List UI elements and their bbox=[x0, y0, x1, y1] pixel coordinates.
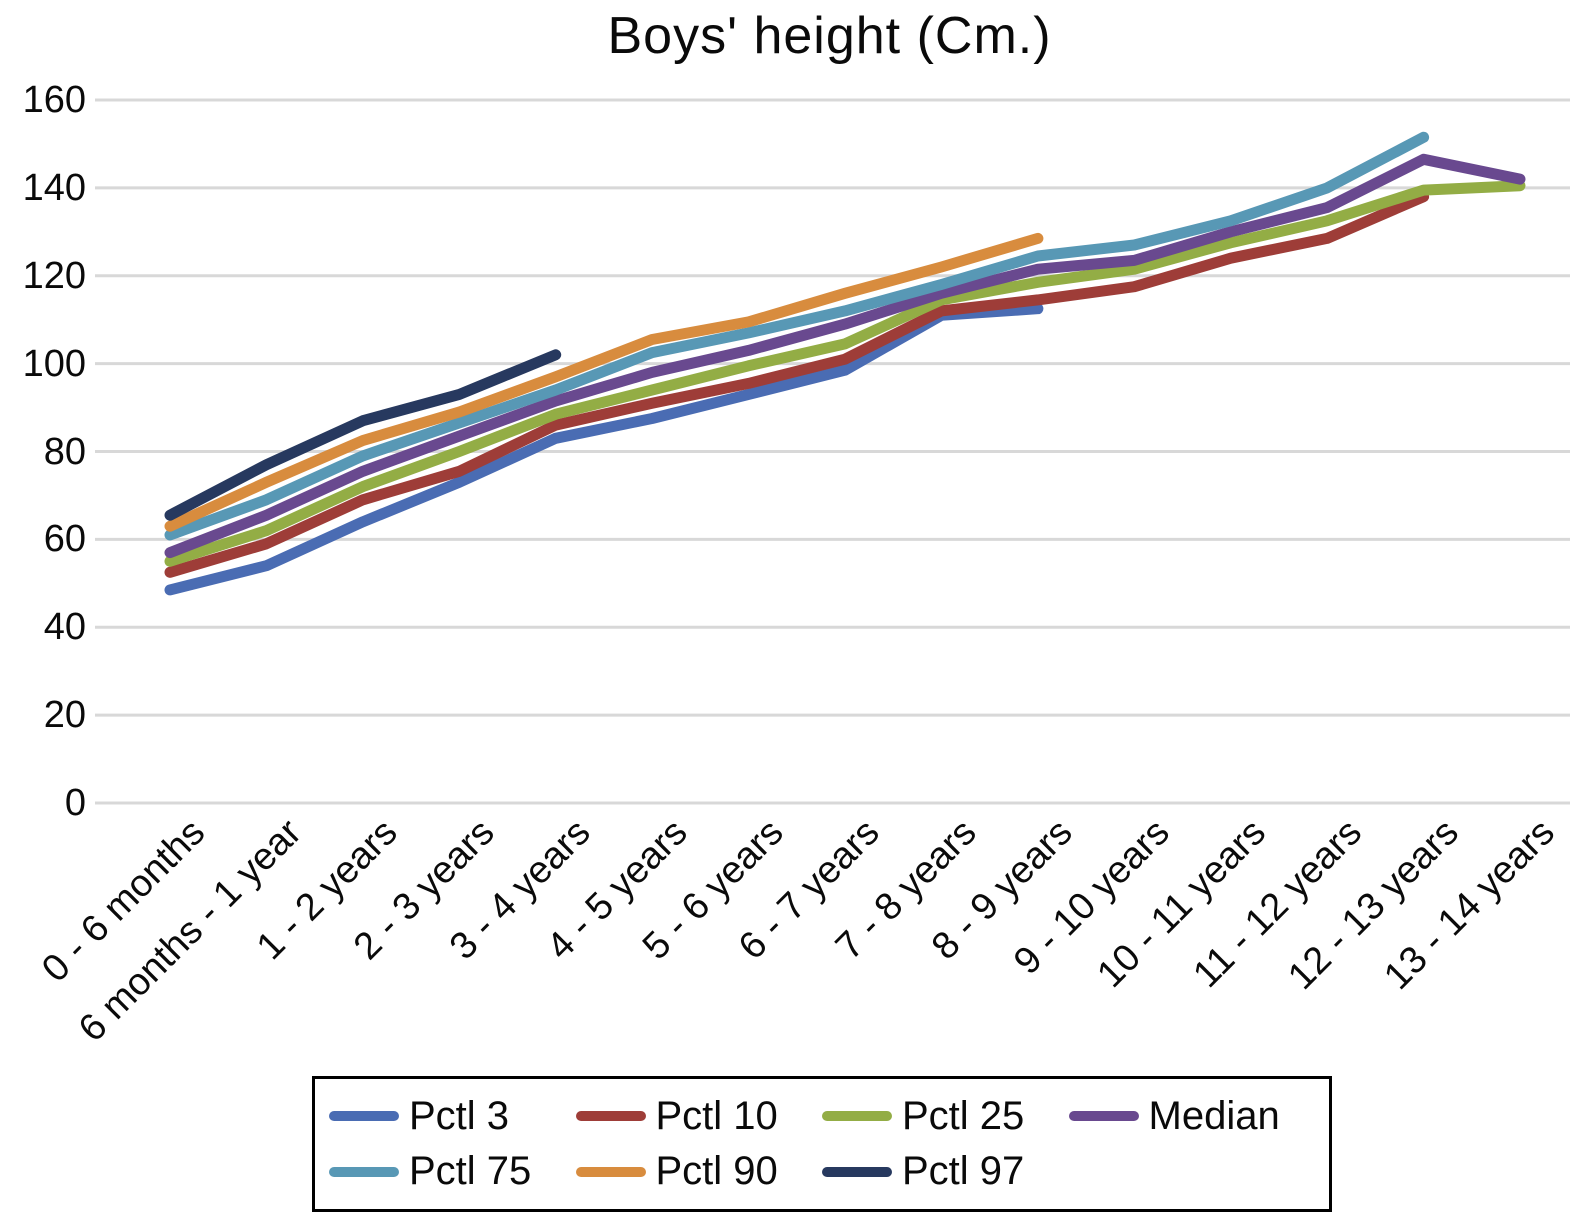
chart-title: Boys' height (Cm.) bbox=[607, 7, 1052, 65]
series-line-pctl-25 bbox=[164, 180, 1526, 567]
legend-item-pctl-75: Pctl 75 bbox=[329, 1149, 576, 1194]
y-tick-label: 160 bbox=[22, 79, 86, 121]
legend-item-pctl-10: Pctl 10 bbox=[575, 1093, 823, 1139]
legend-item-pctl-97: Pctl 97 bbox=[822, 1149, 1069, 1194]
legend-label: Pctl 97 bbox=[902, 1149, 1025, 1194]
legend-item-pctl-25: Pctl 25 bbox=[822, 1094, 1069, 1139]
legend-label: Pctl 10 bbox=[655, 1093, 778, 1138]
legend-swatch-pctl-75 bbox=[329, 1166, 399, 1177]
series-line-pctl-97 bbox=[164, 349, 562, 521]
series-line-median bbox=[164, 153, 1526, 559]
legend-label: Median bbox=[1148, 1093, 1280, 1138]
legend-label: Pctl 75 bbox=[409, 1149, 532, 1194]
legend-swatch-pctl-3 bbox=[329, 1111, 399, 1122]
legend-swatch-pctl-25 bbox=[822, 1111, 892, 1122]
series-line-pctl-10 bbox=[164, 191, 1430, 578]
y-tick-label: 140 bbox=[22, 166, 86, 209]
legend-item-median: Median bbox=[1068, 1093, 1316, 1139]
legend-label: Pctl 90 bbox=[655, 1149, 778, 1194]
series-line-pctl-90 bbox=[164, 232, 1044, 532]
y-tick-label: 20 bbox=[43, 694, 86, 737]
legend-label: Pctl 3 bbox=[409, 1093, 510, 1138]
legend-item-pctl-3: Pctl 3 bbox=[329, 1094, 576, 1139]
legend: Pctl 3 Pctl 10 Pctl 25 Median Pctl 75 Pctl 90… bbox=[312, 1076, 1332, 1212]
legend-swatch-median bbox=[1068, 1111, 1139, 1122]
series-line-pctl-3 bbox=[164, 303, 1044, 596]
y-tick-label: 120 bbox=[22, 254, 86, 297]
legend-item-pctl-90: Pctl 90 bbox=[575, 1149, 823, 1194]
y-tick-label: 0 bbox=[64, 782, 86, 824]
legend-label: Pctl 25 bbox=[902, 1093, 1025, 1138]
y-tick-label: 80 bbox=[43, 430, 86, 473]
y-tick-label: 100 bbox=[22, 342, 86, 385]
legend-swatch-pctl-10 bbox=[575, 1111, 646, 1122]
legend-swatch-pctl-97 bbox=[822, 1166, 892, 1177]
y-tick-label: 40 bbox=[43, 606, 86, 649]
legend-swatch-pctl-90 bbox=[575, 1166, 646, 1177]
series-line-pctl-75 bbox=[164, 131, 1430, 541]
y-tick-label: 60 bbox=[43, 518, 86, 561]
